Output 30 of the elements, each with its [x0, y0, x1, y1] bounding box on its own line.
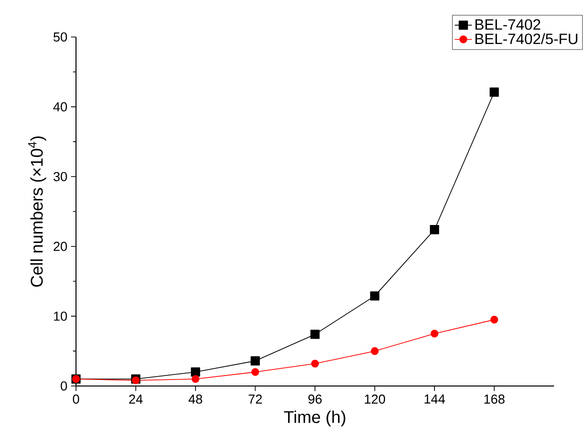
point [430, 225, 440, 234]
y-tick-label: 40 [53, 102, 67, 112]
point [430, 330, 438, 338]
x-tick-label: 0 [72, 394, 80, 404]
legend-label: BEL-7402 [475, 19, 540, 30]
x-axis-title: Time (h) [284, 410, 346, 426]
y-tick-label: 30 [54, 172, 67, 182]
point [310, 330, 320, 339]
y-axis-title: Cell numbers (×10$^{4}$) [28, 136, 46, 287]
point [250, 356, 260, 366]
point [490, 316, 498, 324]
x-tick-label: 96 [308, 394, 322, 404]
point [192, 375, 200, 383]
point [132, 376, 140, 384]
point [251, 368, 260, 376]
x-tick-label: 24 [129, 394, 143, 404]
x-tick-label: 72 [248, 394, 262, 404]
y-tick-label: 50 [54, 32, 67, 42]
y-tick-label: 0 [60, 381, 67, 391]
x-tick-label: 120 [364, 394, 386, 404]
x-tick-label: 144 [424, 394, 445, 404]
point [490, 88, 499, 97]
x-tick-label: 168 [484, 394, 505, 404]
legend-label: BEL-7402/5-FU [475, 33, 578, 44]
y-tick-label: 20 [54, 242, 67, 251]
point [370, 291, 380, 301]
y-tick-label: 10 [54, 312, 67, 321]
point [370, 347, 379, 355]
point [311, 360, 319, 368]
x-tick-label: 48 [188, 394, 202, 404]
